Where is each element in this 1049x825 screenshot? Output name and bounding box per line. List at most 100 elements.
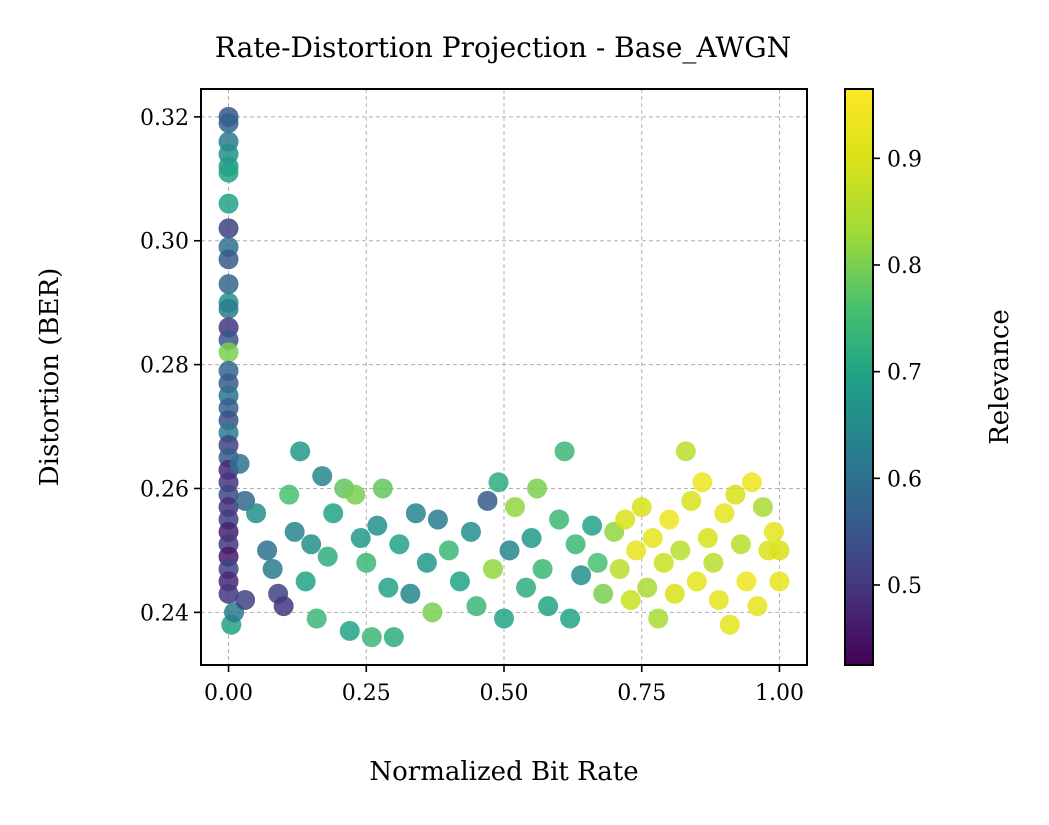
scatter-point	[218, 218, 239, 239]
scatter-point	[664, 583, 685, 604]
x-axis-ticks: 0.00 0.25 0.50 0.75 1.00	[204, 665, 804, 706]
y-tick-label: 0.30	[140, 230, 189, 255]
colorbar-tick-label: 0.5	[887, 574, 922, 599]
scatter-point	[527, 478, 548, 499]
scatter-point	[686, 571, 707, 592]
scatter-point	[741, 472, 762, 493]
scatter-point	[262, 559, 283, 579]
scatter-point	[538, 596, 559, 617]
scatter-point	[587, 552, 608, 573]
scatter-point	[670, 540, 691, 561]
scatter-point	[295, 571, 316, 592]
scatter-point	[229, 453, 250, 474]
scatter-point	[609, 559, 630, 579]
chart-title: Rate-Distortion Projection - Base_AWGN	[215, 31, 791, 64]
y-axis-label: Distortion (BER)	[35, 268, 65, 486]
scatter-point	[549, 509, 570, 530]
scatter-point	[692, 472, 713, 493]
colorbar-tick-label: 0.8	[887, 254, 922, 279]
y-tick-label: 0.28	[140, 354, 189, 379]
scatter-point	[218, 274, 239, 295]
scatter-point	[279, 484, 300, 505]
scatter-point	[290, 441, 311, 462]
scatter-point	[400, 583, 421, 604]
scatter-point	[620, 589, 641, 610]
scatter-point	[505, 497, 526, 518]
scatter-point	[593, 583, 614, 604]
scatter-point	[372, 478, 393, 499]
scatter-point	[339, 620, 360, 641]
scatter-point	[571, 565, 592, 586]
scatter-point	[642, 528, 663, 549]
scatter-point	[719, 614, 740, 635]
colorbar-tick-label: 0.7	[887, 361, 922, 386]
grid-lines	[201, 89, 807, 665]
scatter-point	[273, 596, 294, 617]
scatter-point	[482, 559, 503, 579]
x-tick-label: 0.00	[204, 681, 253, 706]
scatter-point	[477, 490, 498, 511]
scatter-point	[438, 540, 459, 561]
x-tick-label: 0.50	[480, 681, 529, 706]
scatter-point	[560, 608, 581, 629]
scatter-point	[218, 162, 239, 183]
scatter-point	[466, 596, 487, 617]
scatter-point	[317, 546, 338, 567]
scatter-point	[235, 589, 256, 610]
scatter-point	[499, 540, 520, 561]
scatter-point	[301, 534, 322, 555]
scatter-point	[218, 342, 239, 363]
scatter-point	[494, 608, 514, 629]
scatter-point	[389, 534, 410, 555]
scatter-point	[521, 528, 542, 549]
scatter-point	[565, 534, 586, 555]
y-axis-ticks: 0.24 0.26 0.28 0.30 0.32	[140, 106, 201, 626]
scatter-point	[725, 484, 746, 505]
scatter-point	[637, 577, 658, 598]
scatter-point	[769, 571, 790, 592]
scatter-point	[218, 583, 239, 604]
colorbar-tick-label: 0.9	[887, 147, 922, 172]
scatter-point	[306, 608, 327, 629]
x-axis-label: Normalized Bit Rate	[369, 757, 638, 787]
x-tick-label: 0.25	[342, 681, 391, 706]
y-tick-label: 0.24	[140, 601, 189, 626]
colorbar-ticks: 0.5 0.6 0.7 0.8 0.9	[873, 147, 922, 599]
colorbar	[844, 88, 874, 666]
scatter-point	[532, 559, 553, 579]
scatter-point	[218, 249, 239, 270]
scatter-point	[312, 466, 333, 487]
y-tick-label: 0.32	[140, 106, 189, 131]
scatter-point	[378, 577, 399, 598]
scatter-point	[659, 509, 680, 530]
scatter-point	[361, 627, 382, 648]
scatter-point	[708, 589, 729, 610]
scatter-point	[422, 602, 443, 623]
scatter-points	[218, 106, 790, 648]
scatter-point	[703, 552, 724, 573]
scatter-point	[345, 484, 366, 505]
scatter-point	[218, 193, 239, 214]
scatter-point	[736, 571, 757, 592]
scatter-point	[554, 441, 575, 462]
scatter-point	[246, 503, 267, 524]
scatter-point	[516, 577, 537, 598]
scatter-point	[769, 540, 790, 561]
scatter-point	[257, 540, 278, 561]
scatter-point	[653, 552, 674, 573]
scatter-point	[460, 521, 481, 542]
scatter-point	[631, 497, 652, 518]
scatter-point	[730, 534, 751, 555]
scatter-point	[675, 441, 696, 462]
scatter-point	[488, 472, 509, 493]
scatter-point	[763, 521, 784, 542]
scatter-point	[416, 552, 437, 573]
scatter-point	[648, 608, 669, 629]
scatter-point	[284, 521, 305, 542]
scatter-point	[383, 627, 404, 648]
scatter-point	[218, 113, 239, 134]
y-tick-label: 0.26	[140, 477, 189, 502]
scatter-point	[747, 596, 768, 617]
